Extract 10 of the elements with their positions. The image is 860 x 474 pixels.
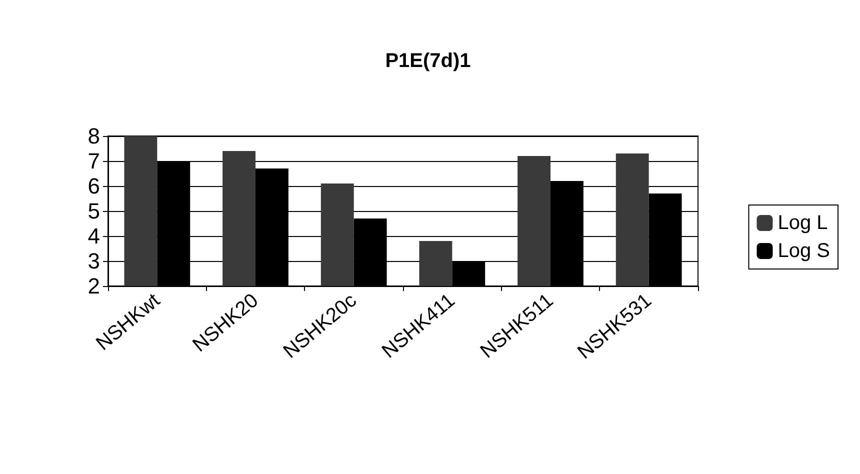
legend-label: Log L: [778, 212, 828, 234]
y-tick-label: 6: [88, 174, 100, 198]
y-tick-label: 7: [88, 148, 100, 174]
legend-label: Log S: [778, 240, 830, 262]
y-tick-label: 5: [88, 198, 100, 224]
y-tick-label: 8: [88, 124, 100, 148]
y-tick-label: 2: [88, 274, 100, 298]
y-tick-label: 4: [88, 224, 100, 248]
y-tick-label: 3: [88, 248, 100, 274]
chart-title: P1E(7d)1: [385, 50, 471, 72]
